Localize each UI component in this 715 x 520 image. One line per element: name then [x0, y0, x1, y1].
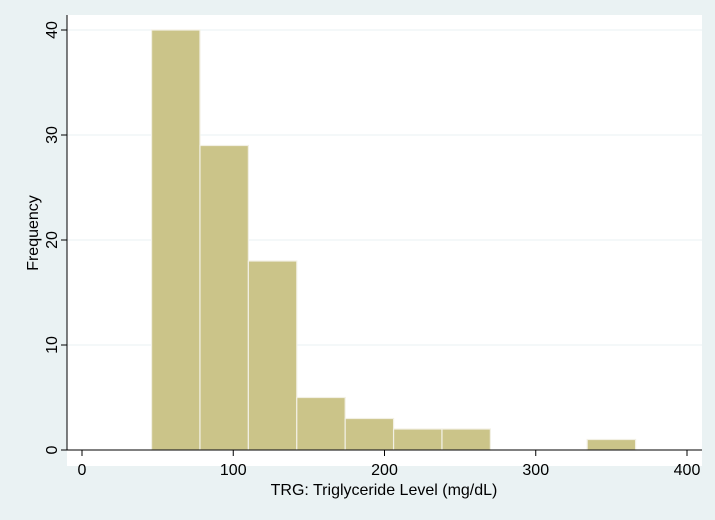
y-tick-label: 20 — [44, 231, 61, 249]
y-tick-label: 10 — [44, 336, 61, 354]
histogram-bar — [296, 396, 346, 451]
histogram-bar — [150, 29, 201, 451]
histogram-bar — [344, 417, 395, 451]
x-axis-title: TRG: Triglyceride Level (mg/dL) — [271, 482, 498, 499]
y-tick-label: 40 — [44, 21, 61, 39]
x-tick-label: 200 — [371, 462, 398, 479]
x-tick-label: 0 — [78, 462, 87, 479]
histogram-bar — [392, 428, 443, 451]
x-tick-label: 400 — [674, 462, 701, 479]
histogram-bar — [199, 144, 249, 451]
y-tick-label: 30 — [44, 126, 61, 144]
x-axis-ticks: 0 100 200 300 400 — [78, 450, 701, 479]
x-tick-label: 100 — [220, 462, 247, 479]
histogram-bar — [441, 428, 491, 451]
histogram-bar — [247, 260, 298, 451]
y-tick-label: 0 — [44, 445, 61, 454]
y-axis-ticks: 0 10 20 30 40 — [44, 21, 67, 454]
histogram-bar — [586, 438, 637, 451]
x-tick-label: 300 — [522, 462, 549, 479]
y-axis-title: Frequency — [25, 195, 42, 271]
